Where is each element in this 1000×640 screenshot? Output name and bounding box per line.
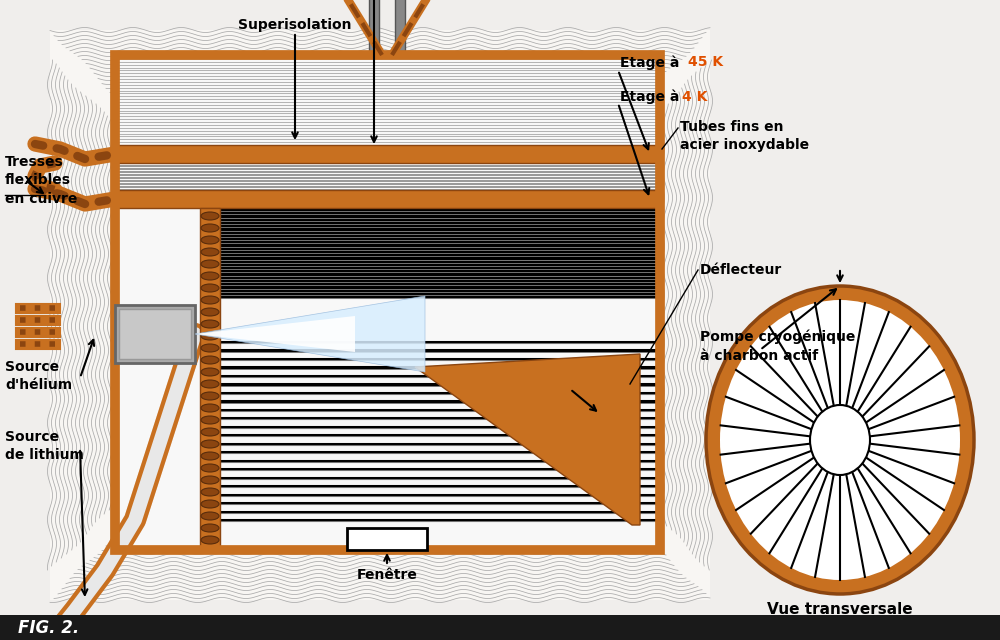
Text: Superisolation: Superisolation <box>238 18 352 32</box>
Bar <box>115 145 660 163</box>
Ellipse shape <box>201 392 219 400</box>
Ellipse shape <box>201 272 219 280</box>
Ellipse shape <box>201 428 219 436</box>
Ellipse shape <box>201 404 219 412</box>
Ellipse shape <box>706 286 974 594</box>
Ellipse shape <box>201 332 219 340</box>
Ellipse shape <box>201 524 219 532</box>
Bar <box>0 615 1000 640</box>
Ellipse shape <box>201 320 219 328</box>
Text: Tresses
flexibles
en cuivre: Tresses flexibles en cuivre <box>5 155 77 206</box>
Ellipse shape <box>810 405 870 475</box>
Ellipse shape <box>201 452 219 460</box>
Bar <box>115 55 660 550</box>
Ellipse shape <box>201 248 219 256</box>
Polygon shape <box>195 296 425 372</box>
Ellipse shape <box>201 296 219 304</box>
Ellipse shape <box>201 236 219 244</box>
Polygon shape <box>415 354 640 525</box>
Bar <box>369 0 379 55</box>
Ellipse shape <box>201 284 219 292</box>
Ellipse shape <box>201 416 219 424</box>
Bar <box>119 59 656 546</box>
Polygon shape <box>195 316 355 352</box>
Ellipse shape <box>201 224 219 232</box>
Ellipse shape <box>201 536 219 544</box>
Text: Tubes fins en
acier inoxydable: Tubes fins en acier inoxydable <box>680 120 809 152</box>
Text: Source
de lithium: Source de lithium <box>5 430 84 462</box>
Ellipse shape <box>201 500 219 508</box>
Text: Vue transversale: Vue transversale <box>767 602 913 617</box>
Text: Pompe cryogénique
à charbon actif: Pompe cryogénique à charbon actif <box>700 330 855 363</box>
Text: Fenêtre: Fenêtre <box>357 568 417 582</box>
Text: 4 K: 4 K <box>682 90 707 104</box>
Ellipse shape <box>201 308 219 316</box>
Text: Etage à: Etage à <box>620 55 684 70</box>
Bar <box>115 305 195 363</box>
Bar <box>50 30 710 600</box>
Ellipse shape <box>201 260 219 268</box>
Text: 45 K: 45 K <box>688 55 723 69</box>
Ellipse shape <box>201 368 219 376</box>
Ellipse shape <box>720 300 960 580</box>
Bar <box>200 208 220 550</box>
Text: FIG. 2.: FIG. 2. <box>18 619 79 637</box>
Ellipse shape <box>201 476 219 484</box>
Text: Déflecteur: Déflecteur <box>700 263 782 277</box>
Bar <box>347 528 427 550</box>
Ellipse shape <box>201 464 219 472</box>
Ellipse shape <box>201 440 219 448</box>
Ellipse shape <box>201 344 219 352</box>
Text: Etage à: Etage à <box>620 90 684 104</box>
Ellipse shape <box>201 512 219 520</box>
Bar <box>115 190 660 208</box>
Bar <box>119 309 191 359</box>
Ellipse shape <box>201 488 219 496</box>
Bar <box>395 0 405 55</box>
Ellipse shape <box>201 212 219 220</box>
Ellipse shape <box>201 356 219 364</box>
Text: Source
d'hélium: Source d'hélium <box>5 360 72 392</box>
Ellipse shape <box>201 380 219 388</box>
